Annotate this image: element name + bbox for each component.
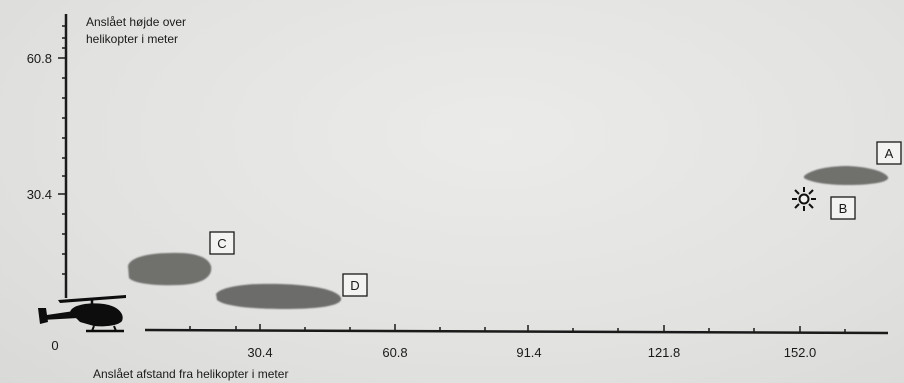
label-c: C	[217, 236, 226, 251]
x-axis-title: Anslået afstand fra helikopter i meter	[93, 367, 288, 381]
y-axis: 60.8 30.4 Anslået højde over helikopter …	[27, 14, 186, 298]
label-box-b	[830, 196, 856, 220]
label-box-a	[876, 141, 902, 165]
label-a: A	[885, 146, 894, 161]
x-tick-label-121-8: 121.8	[648, 345, 681, 360]
label-box-c	[209, 231, 235, 255]
x-origin-label: 0	[51, 338, 58, 353]
helicopter-icon	[38, 295, 126, 333]
light-burst-b: B	[792, 187, 856, 220]
x-tick-label-60-8: 60.8	[382, 345, 407, 360]
y-axis-title-line-2: helikopter i meter	[86, 32, 178, 46]
cloud-a: A	[804, 141, 902, 185]
x-tick-label-30-4: 30.4	[247, 345, 272, 360]
x-axis: 0 30.4 60.8 91.4 121.8 152.0 Anslået afs…	[51, 324, 889, 381]
cloud-c: C	[128, 231, 235, 286]
cloud-d: D	[216, 273, 368, 309]
label-d: D	[350, 278, 359, 293]
label-box-d	[342, 273, 368, 297]
y-tick-label-60-8: 60.8	[27, 51, 52, 66]
label-b: B	[839, 201, 848, 216]
y-axis-title-line-1: Anslået højde over	[86, 15, 186, 29]
light-burst-icon	[792, 187, 816, 211]
x-tick-label-152-0: 152.0	[784, 345, 817, 360]
x-tick-label-91-4: 91.4	[516, 345, 541, 360]
y-tick-label-30-4: 30.4	[27, 187, 52, 202]
